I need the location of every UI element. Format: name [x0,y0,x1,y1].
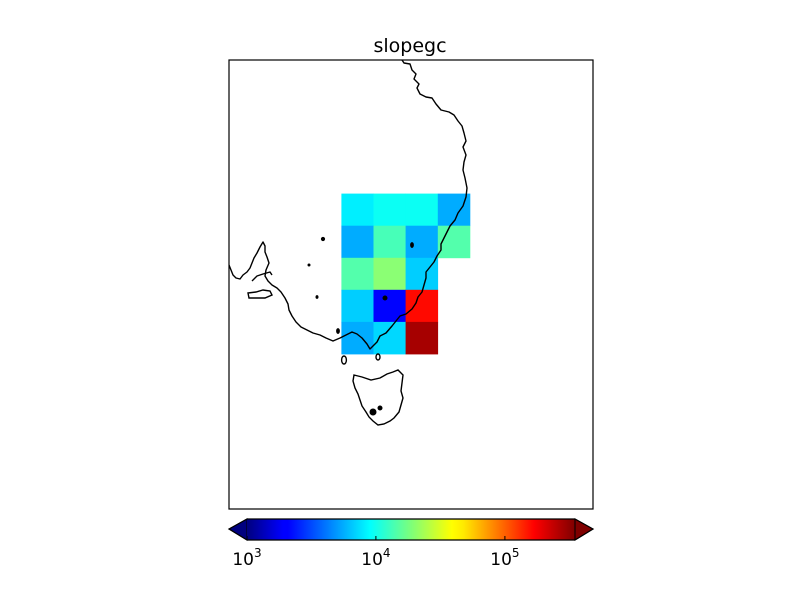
grid-cell [341,321,374,355]
king-island [340,355,348,365]
mainland-coastline [229,60,468,350]
kangaroo-island [247,289,273,299]
island-5 [382,295,388,301]
grid-cell [437,225,471,259]
island-8 [377,405,383,411]
grid-cell [405,193,439,227]
colorbar-tick-label: 103 [232,546,261,570]
island-2 [307,263,311,267]
grid-cell [405,321,439,355]
colorbar-ticks: 103 104 105 [232,536,520,570]
grid-cell [341,289,374,323]
colorbar-tick-exponent: 4 [383,546,391,560]
grid-cell [341,225,374,259]
grid-cell [373,225,406,259]
colorbar-extend-low [228,518,248,541]
colorbar-tick-base: 10 [490,550,512,570]
tasmania [352,369,404,426]
colorbar-tick-base: 10 [232,550,254,570]
grid-cell [405,225,439,259]
grid-cell [405,289,439,323]
colorbar-tick-base: 10 [361,550,383,570]
map-frame [228,59,594,510]
island-6 [336,328,340,334]
grid-cell [373,289,406,323]
island-1 [320,236,326,242]
plot-title: slopegc [373,35,446,57]
colorbar-tick-label: 104 [361,546,390,570]
colorbar-gradient [247,519,575,540]
grid-cell [373,193,406,227]
coastlines [229,60,468,426]
flinders-island [375,353,381,361]
yorke-peninsula [251,271,273,282]
colorbar-tick-exponent: 3 [254,546,262,560]
colorbar-tick-label: 105 [490,546,519,570]
island-4 [410,242,414,248]
island-7 [369,408,377,416]
island-3 [315,295,319,299]
grid-cell [341,193,374,227]
colorbar-tick-exponent: 5 [512,546,520,560]
grid-cell [373,257,406,291]
grid-cell [341,257,374,291]
colorbar: 103 104 105 [227,518,595,570]
colorbar-extend-high [574,518,594,541]
